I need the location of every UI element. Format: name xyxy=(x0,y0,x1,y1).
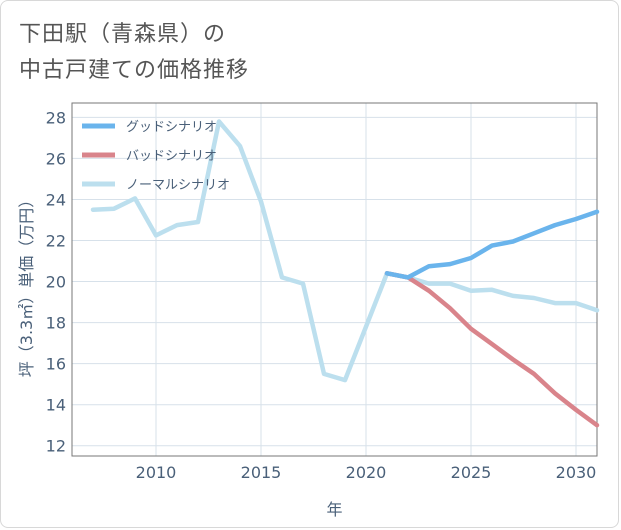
y-tick-label: 24 xyxy=(46,190,66,209)
y-tick-label: 16 xyxy=(46,355,66,374)
series-lines xyxy=(90,119,600,428)
series-line-2 xyxy=(90,119,600,383)
series-line-1 xyxy=(384,271,600,428)
y-tick-label: 14 xyxy=(46,396,66,415)
x-axis-ticks: 2010 2015 2020 2025 2030 xyxy=(136,463,597,482)
x-tick-label: 2025 xyxy=(451,463,492,482)
y-tick-label: 22 xyxy=(46,232,66,251)
y-tick-label: 20 xyxy=(46,273,66,292)
grid-lines xyxy=(72,103,597,456)
y-tick-label: 26 xyxy=(46,149,66,168)
y-tick-label: 12 xyxy=(46,437,66,456)
title-line-1: 下田駅（青森県）の xyxy=(19,22,227,47)
legend-label-2: ノーマルシナリオ xyxy=(126,178,230,193)
legend-label-0: グッドシナリオ xyxy=(126,120,217,135)
x-tick-label: 2010 xyxy=(136,463,177,482)
y-axis-label: 坪（3.3㎡）単価（万円） xyxy=(17,192,36,377)
x-tick-label: 2020 xyxy=(346,463,387,482)
plot-border xyxy=(71,102,598,457)
x-tick-label: 2015 xyxy=(241,463,282,482)
chart-title: 下田駅（青森県）の 中古戸建ての価格推移 xyxy=(19,17,249,89)
y-axis-ticks: 12 14 16 18 20 22 24 26 28 xyxy=(46,108,66,455)
legend-label-1: バッドシナリオ xyxy=(126,149,217,164)
x-axis-label: 年 xyxy=(326,500,342,519)
y-tick-label: 18 xyxy=(46,314,66,333)
y-tick-label: 28 xyxy=(46,108,66,127)
series-line-0 xyxy=(384,209,600,280)
title-line-2: 中古戸建ての価格推移 xyxy=(19,58,250,83)
x-tick-label: 2030 xyxy=(556,463,597,482)
